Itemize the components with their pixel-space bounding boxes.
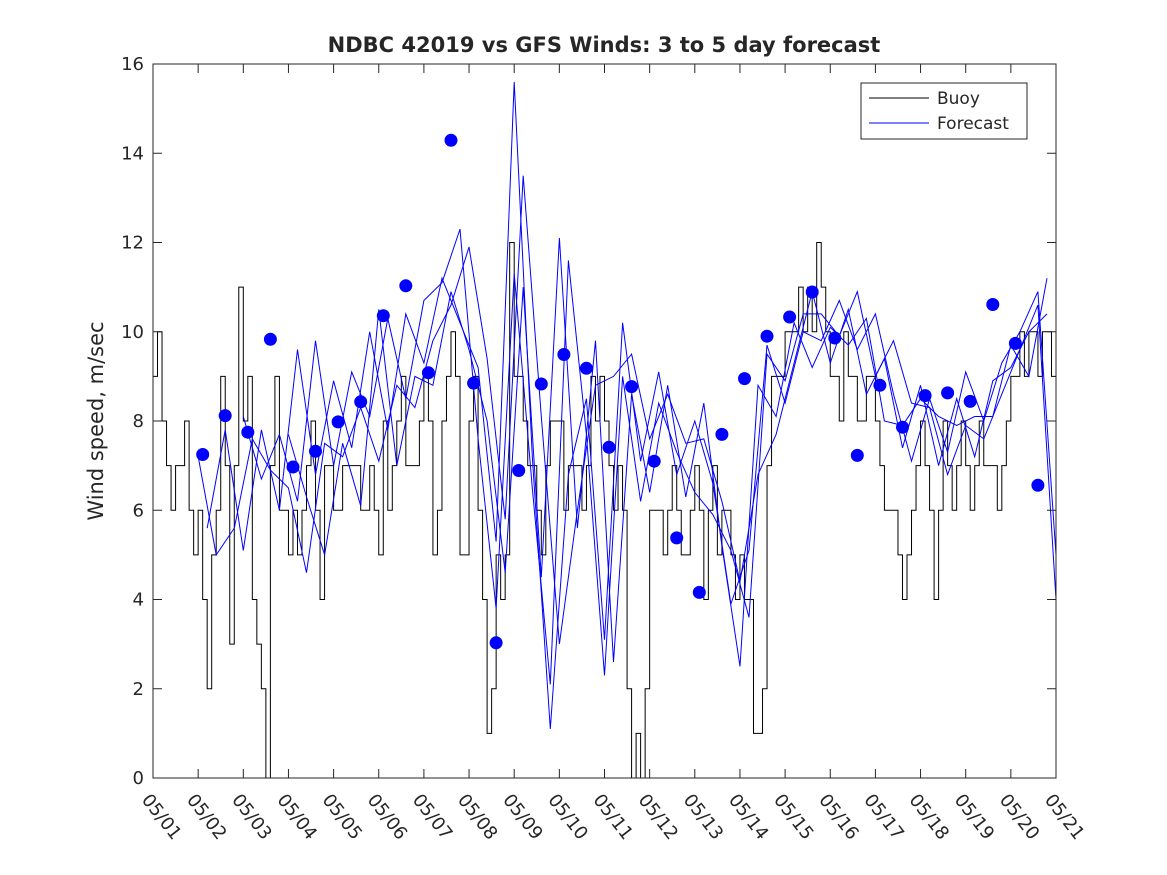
y-tick-label: 14 bbox=[121, 143, 144, 164]
y-axis-label: Wind speed, m/sec bbox=[84, 321, 108, 520]
x-tick-label: 05/03 bbox=[227, 790, 275, 844]
forecast-point bbox=[1031, 478, 1045, 492]
forecast-point bbox=[941, 386, 955, 400]
legend-label-buoy: Buoy bbox=[937, 89, 980, 109]
x-tick-label: 05/15 bbox=[769, 790, 817, 844]
forecast-point bbox=[805, 285, 819, 299]
legend-box bbox=[860, 82, 1028, 140]
series-forecast-run-3 bbox=[242, 228, 1057, 685]
x-tick-label: 05/09 bbox=[498, 790, 546, 844]
forecast-point bbox=[715, 427, 729, 441]
forecast-point bbox=[896, 420, 909, 434]
series-forecast-run-4 bbox=[287, 237, 1048, 667]
forecast-point bbox=[1008, 336, 1022, 350]
forecast-point bbox=[331, 415, 345, 429]
marker-layer bbox=[196, 133, 1045, 650]
forecast-point bbox=[625, 380, 639, 394]
forecast-point bbox=[918, 389, 932, 403]
x-tick-label: 05/21 bbox=[1040, 790, 1088, 844]
x-tick-label: 05/05 bbox=[318, 790, 366, 844]
x-tick-label: 05/18 bbox=[905, 790, 953, 844]
y-tick-label: 10 bbox=[121, 322, 144, 343]
legend: Buoy Forecast bbox=[860, 82, 1028, 140]
forecast-point bbox=[241, 425, 255, 439]
y-tick-label: 8 bbox=[133, 411, 144, 432]
x-tick-label: 05/16 bbox=[814, 790, 862, 844]
forecast-point bbox=[692, 585, 706, 599]
forecast-point bbox=[444, 133, 458, 147]
forecast-point bbox=[873, 378, 887, 392]
x-tick-label: 05/06 bbox=[363, 790, 411, 844]
x-tick-label: 05/10 bbox=[543, 790, 591, 844]
forecast-point bbox=[421, 366, 435, 380]
forecast-point bbox=[579, 361, 593, 375]
x-tick-label: 05/19 bbox=[950, 790, 998, 844]
y-tick-label: 0 bbox=[133, 768, 144, 789]
forecast-point bbox=[196, 448, 210, 461]
series-forecast-run-2 bbox=[206, 81, 1057, 729]
legend-label-forecast: Forecast bbox=[937, 114, 1009, 134]
y-tick-label: 2 bbox=[133, 679, 144, 700]
series-layer bbox=[153, 81, 1057, 779]
x-tick-label: 05/01 bbox=[137, 790, 185, 844]
x-tick-label: 05/17 bbox=[859, 790, 907, 844]
forecast-point bbox=[557, 348, 571, 361]
forecast-point bbox=[783, 310, 797, 324]
forecast-point bbox=[489, 636, 503, 650]
forecast-point bbox=[670, 531, 684, 545]
y-tick-label: 12 bbox=[121, 233, 144, 254]
forecast-point bbox=[760, 329, 774, 343]
x-tick-label: 05/13 bbox=[679, 790, 727, 844]
x-tick-label: 05/04 bbox=[273, 790, 321, 844]
forecast-point bbox=[647, 454, 661, 468]
x-tick-label: 05/14 bbox=[724, 790, 772, 844]
x-tick-label: 05/11 bbox=[589, 790, 637, 844]
forecast-point bbox=[354, 395, 368, 409]
chart-title: NDBC 42019 vs GFS Winds: 3 to 5 day fore… bbox=[328, 33, 881, 57]
forecast-point bbox=[963, 394, 977, 408]
forecast-point bbox=[309, 444, 322, 458]
forecast-point bbox=[286, 460, 300, 474]
y-tick-label: 4 bbox=[133, 590, 144, 611]
forecast-point bbox=[399, 279, 413, 293]
forecast-point bbox=[850, 448, 864, 462]
x-tick-label: 05/20 bbox=[995, 790, 1043, 844]
forecast-point bbox=[602, 440, 616, 454]
series-buoy-line bbox=[153, 242, 1057, 779]
x-tick-label: 05/02 bbox=[182, 790, 230, 844]
forecast-point bbox=[828, 331, 842, 345]
x-tick-label: 05/08 bbox=[453, 790, 501, 844]
forecast-point bbox=[376, 309, 390, 323]
forecast-point bbox=[218, 409, 232, 423]
y-tick-label: 6 bbox=[133, 500, 144, 521]
forecast-point bbox=[534, 377, 548, 391]
forecast-point bbox=[738, 372, 751, 386]
y-tick-label: 16 bbox=[121, 54, 144, 75]
forecast-point bbox=[512, 464, 526, 477]
forecast-point bbox=[263, 332, 277, 346]
forecast-point bbox=[986, 298, 1000, 311]
x-tick-label: 05/12 bbox=[634, 790, 682, 844]
x-tick-label: 05/07 bbox=[408, 790, 456, 844]
forecast-point bbox=[467, 376, 481, 390]
